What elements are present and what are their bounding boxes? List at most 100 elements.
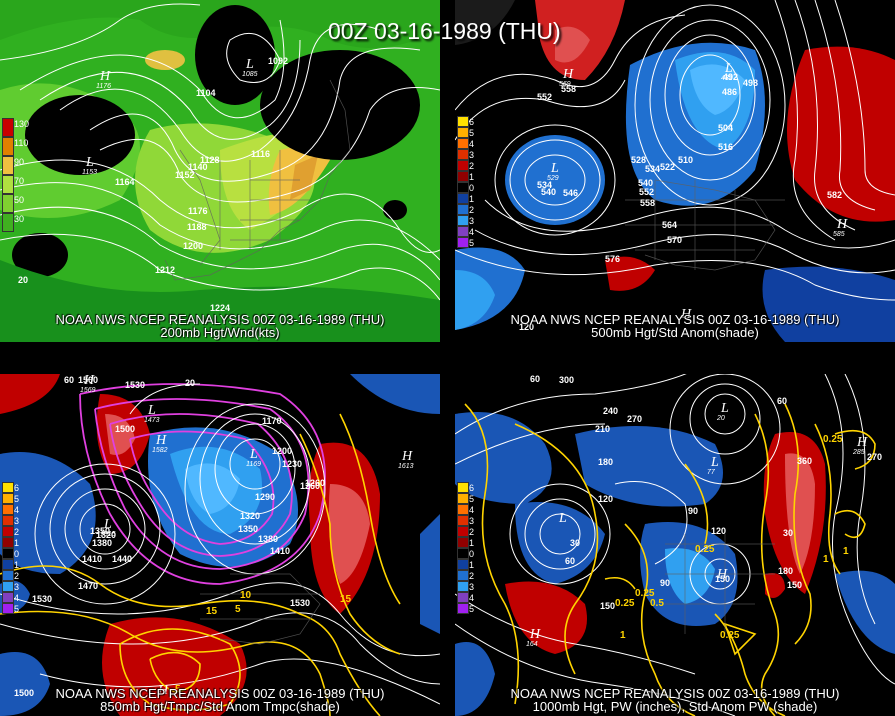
contour-label: 120 xyxy=(519,322,534,332)
contour-label: 90 xyxy=(688,506,698,516)
contour-label: 1260 xyxy=(300,481,320,491)
legend-swatch xyxy=(457,204,469,215)
center-value: 482 xyxy=(721,75,733,82)
panel-850mb: 60 1500 1530 1500 20 1170 1200 1230 1260 1290 1320… xyxy=(0,374,440,716)
center-value: 585 xyxy=(833,231,845,238)
legend-swatch xyxy=(2,581,14,592)
legend-swatch xyxy=(457,603,469,614)
high-pressure-center: H xyxy=(99,69,111,84)
legend-swatch xyxy=(2,482,14,493)
legend-swatch xyxy=(457,493,469,504)
contour-label: 1350 xyxy=(90,526,110,536)
contour-label: 582 xyxy=(827,190,842,200)
panel-header: NOAA NWS NCEP REANALYSIS 00Z 03-16-1989 … xyxy=(55,312,385,327)
contour-label: 30 xyxy=(783,528,793,538)
contour-label: 1260 xyxy=(305,478,325,488)
legend-swatch xyxy=(2,526,14,537)
contour-label: 1470 xyxy=(78,581,98,591)
contour-label: 558 xyxy=(640,198,655,208)
legend-swatch xyxy=(457,581,469,592)
legend-label: 5 xyxy=(469,604,475,614)
legend-label: 30 xyxy=(14,214,25,224)
contour-label: 546 xyxy=(563,188,578,198)
legend-label: 1 xyxy=(14,560,20,570)
legend-label: 3 xyxy=(469,150,475,160)
center-value: 77 xyxy=(707,469,716,476)
legend-swatch xyxy=(457,138,469,149)
contour-label: 1500 xyxy=(14,688,34,698)
legend-label: 5 xyxy=(469,128,475,138)
contour-label: 30 xyxy=(570,538,580,548)
panel-header: NOAA NWS NCEP REANALYSIS 00Z 03-16-1989 … xyxy=(55,686,385,701)
legend-swatch xyxy=(457,182,469,193)
legend-label: 2 xyxy=(469,161,475,171)
legend-label: 6 xyxy=(469,117,475,127)
legend-swatch xyxy=(2,137,14,156)
contour-label: 1212 xyxy=(155,265,175,275)
high-pressure-center: H xyxy=(836,217,848,232)
legend-label: 4 xyxy=(469,593,475,603)
center-value: 1176 xyxy=(96,83,111,90)
contour-label: 1 xyxy=(843,546,849,557)
legend-swatch xyxy=(2,570,14,581)
contour-label: 10 xyxy=(240,590,252,601)
center-value: 285 xyxy=(852,449,865,456)
contour-label: 1440 xyxy=(112,554,132,564)
contour-label: 270 xyxy=(627,414,642,424)
contour-label: 1200 xyxy=(272,446,292,456)
legend-label: 2 xyxy=(14,571,20,581)
contour-label: 1230 xyxy=(282,459,302,469)
legend-swatch xyxy=(457,237,469,248)
contour-label: 1116 xyxy=(251,149,270,159)
contour-label: 15 xyxy=(206,606,218,617)
high-pressure-center: H xyxy=(680,307,692,322)
contour-label: 1188 xyxy=(187,222,207,232)
contour-label: 1128 xyxy=(200,155,220,165)
legend-label: 0 xyxy=(469,549,475,559)
contour-label: 576 xyxy=(605,254,620,264)
low-pressure-center: L xyxy=(724,61,733,76)
contour-label: 1170 xyxy=(262,416,282,426)
contour-label: 0.25 xyxy=(615,598,635,609)
center-value: 1613 xyxy=(398,463,414,470)
legend-label: 1 xyxy=(469,560,475,570)
contour-label: 120 xyxy=(598,494,613,504)
legend-swatch xyxy=(457,160,469,171)
contour-label: 240 xyxy=(603,406,618,416)
low-pressure-center: L xyxy=(720,401,729,416)
contour-label: 498 xyxy=(743,78,758,88)
low-pressure-center: L xyxy=(710,455,719,470)
legend-swatch xyxy=(2,213,14,232)
high-pressure-center: H xyxy=(716,567,728,582)
panel-subtitle: 1000mb Hgt, PW (inches), Std Anom PW (sh… xyxy=(532,699,818,714)
contour-label: 564 xyxy=(662,220,677,230)
contour-label: 60 xyxy=(565,556,575,566)
legend-label: 90 xyxy=(14,157,25,167)
contour-label: 1152 xyxy=(175,170,195,180)
legend-swatch xyxy=(2,592,14,603)
legend-label: 3 xyxy=(14,582,20,592)
legend-swatch xyxy=(457,570,469,581)
legend-label: 1 xyxy=(469,538,475,548)
map-850mb: 60 1500 1530150020117012001230126012901320… xyxy=(0,374,440,716)
contour-label: 0.5 xyxy=(650,598,664,609)
contour-label: 540 xyxy=(638,178,653,188)
panel-subtitle: 200mb Hgt/Wnd(kts) xyxy=(160,325,280,340)
high-pressure-center: H xyxy=(155,433,167,448)
map-1000mb: 60 3002402702101801206030901201501801500.… xyxy=(455,374,895,716)
low-pressure-center: L xyxy=(147,403,156,418)
contour-label: 1104 xyxy=(196,88,216,98)
legend-swatch xyxy=(2,537,14,548)
high-pressure-center: H xyxy=(562,67,574,82)
contour-label: 150 xyxy=(787,580,802,590)
low-pressure-center: L xyxy=(558,511,567,526)
contour-label: 60 xyxy=(530,374,540,384)
contour-label: 150 xyxy=(600,601,615,611)
legend-swatch xyxy=(457,592,469,603)
contour-label: 60 xyxy=(64,375,74,385)
center-value: 1153 xyxy=(82,169,97,176)
